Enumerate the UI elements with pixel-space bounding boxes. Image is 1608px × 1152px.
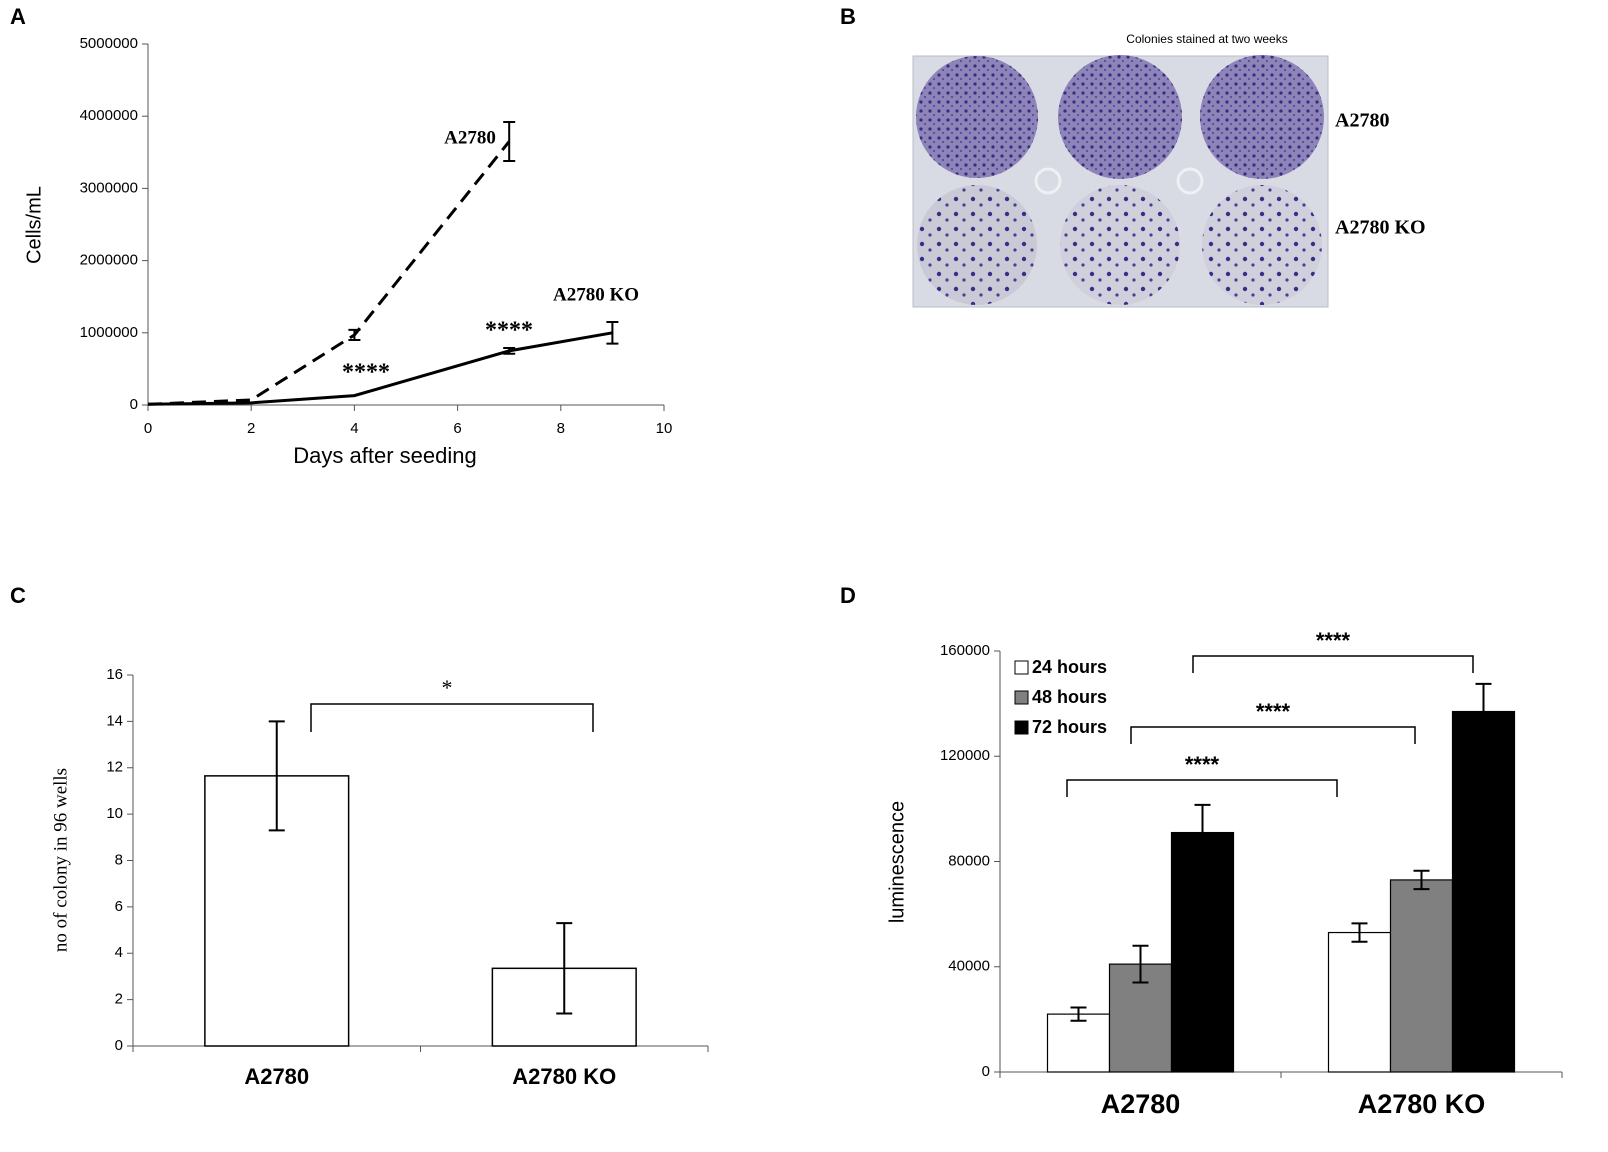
legend-swatch [1014,720,1029,735]
bar [1451,710,1516,1073]
legend-swatch [1014,690,1029,705]
x-tick-label: A2780 KO [1358,1089,1486,1119]
error-bar [606,320,619,345]
legend-label: 72 hours [1032,717,1107,737]
x-tick-label: 8 [557,420,565,437]
x-tick-label: 10 [656,420,673,437]
panel-label: A [10,4,26,29]
y-tick-label: 2000000 [80,252,138,269]
x-tick-label: 4 [350,420,358,437]
photo-title: Colonies stained at two weeks [1126,32,1287,46]
error-bar [1351,922,1368,943]
error-bar [1132,944,1149,984]
legend-label: 48 hours [1032,687,1107,707]
error-bar [1413,869,1430,891]
y-tick-label: 5000000 [80,35,138,52]
series-label: A2780 [444,127,496,148]
y-tick-label: 10 [106,805,123,822]
y-tick-label: 6 [115,898,123,915]
x-tick-label: 2 [247,420,255,437]
y-tick-label: 3000000 [80,179,138,196]
bracket [310,703,594,732]
x-axis-label: Days after seeding [293,443,476,468]
annotation: **** [342,360,390,386]
y-tick-label: 12 [106,759,123,776]
panel-label: B [840,4,856,29]
series-line [147,331,613,406]
y-axis-label: no of colony in 96 wells [50,768,71,952]
y-tick-label: 120000 [940,747,990,764]
y-tick-label: 0 [130,396,138,413]
y-tick-label: 8 [115,851,123,868]
annotation: **** [1316,628,1351,653]
x-tick-label: A2780 [244,1064,309,1089]
y-tick-label: 4 [115,944,123,961]
error-bar [348,328,361,342]
annotation: **** [1185,752,1220,777]
row-label: A2780 KO [1335,217,1426,239]
bar [1046,1013,1111,1073]
annotation: * [442,675,453,700]
series-line [147,140,511,406]
error-bar [503,120,516,162]
series-label: A2780 KO [553,284,639,305]
error-bar [268,720,285,832]
error-bar [1194,803,1211,862]
error-bar [1475,682,1492,741]
error-bar [1070,1006,1087,1022]
y-tick-label: 14 [106,712,123,729]
annotation: **** [485,318,533,344]
error-bar [503,346,516,355]
panel-label: D [840,583,856,608]
row-label: A2780 [1335,110,1389,132]
x-tick-label: A2780 [1101,1089,1181,1119]
y-tick-label: 0 [115,1037,123,1054]
x-tick-label: A2780 KO [512,1064,616,1089]
bar [1327,931,1392,1073]
y-tick-label: 4000000 [80,107,138,124]
bracket [1130,726,1416,744]
y-tick-label: 0 [982,1063,990,1080]
bracket [1192,655,1474,673]
y-tick-label: 40000 [948,958,990,975]
legend-swatch [1014,660,1029,675]
y-tick-label: 80000 [948,852,990,869]
panel-label: C [10,583,26,608]
y-tick-label: 1000000 [80,324,138,341]
y-tick-label: 16 [106,666,123,683]
y-axis-label: Cells/mL [23,186,45,264]
y-tick-label: 2 [115,991,123,1008]
y-axis-label: luminescence [886,801,908,923]
annotation: **** [1256,699,1291,724]
plate-photo [912,55,1329,308]
y-tick-label: 160000 [940,642,990,659]
x-tick-label: 0 [144,420,152,437]
bracket [1066,779,1338,797]
bar [1389,879,1454,1073]
legend-label: 24 hours [1032,657,1107,677]
error-bar [556,922,573,1015]
bar [1170,831,1235,1073]
x-tick-label: 6 [453,420,461,437]
